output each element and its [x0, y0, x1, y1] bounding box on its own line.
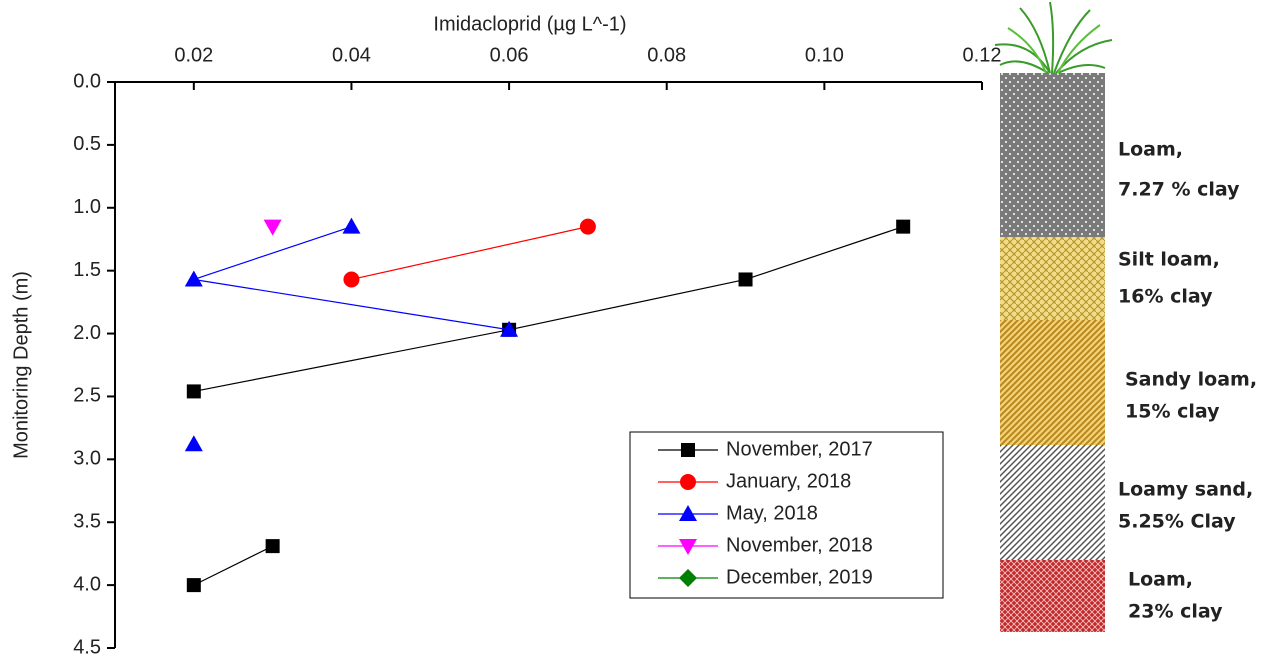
y-tick-label: 0.5 [73, 133, 101, 155]
marker [679, 539, 697, 555]
legend-box [629, 431, 944, 599]
soil-label: Loam, [1128, 569, 1193, 591]
soil-layer [1000, 320, 1105, 445]
x-tick-label: 0.02 [174, 44, 213, 66]
marker [263, 219, 282, 236]
y-tick-label: 3.5 [73, 511, 101, 533]
marker [579, 218, 596, 235]
soil-label: Sandy loam, [1125, 369, 1257, 391]
soil-label: 16% clay [1118, 286, 1213, 308]
y-tick-label: 4.0 [73, 573, 101, 595]
soil-layer [1000, 237, 1105, 320]
y-tick-label: 2.0 [73, 322, 101, 344]
y-axis-title: Monitoring Depth (m) [10, 271, 32, 459]
marker [184, 270, 203, 287]
soil-label: Loam, [1118, 139, 1183, 161]
marker [679, 569, 697, 587]
marker [265, 539, 280, 554]
x-tick-label: 0.04 [332, 44, 371, 66]
marker [186, 384, 201, 399]
x-tick-label: 0.06 [490, 44, 529, 66]
soil-label: Loamy sand, [1118, 479, 1253, 501]
y-tick-label: 1.0 [73, 196, 101, 218]
soil-column [1000, 73, 1105, 632]
legend-label: November, 2018 [726, 534, 873, 556]
x-tick-label: 0.08 [647, 44, 686, 66]
y-tick-label: 0.0 [73, 70, 101, 92]
marker [342, 217, 361, 234]
soil-label: 15% clay [1125, 401, 1220, 423]
y-tick-label: 1.5 [73, 259, 101, 281]
soil-layer [1000, 445, 1105, 560]
marker [896, 219, 911, 234]
y-tick-label: 4.5 [73, 636, 101, 658]
marker [681, 443, 695, 457]
soil-label: 7.27 % clay [1118, 179, 1240, 201]
series-line [193, 226, 904, 586]
x-axis-title: Imidacloprid (µg L^-1) [433, 13, 626, 35]
series-line [194, 227, 509, 445]
grass-icon [994, 1, 1113, 74]
series-line [351, 226, 589, 281]
x-tick-label: 0.10 [805, 44, 844, 66]
y-tick-label: 2.5 [73, 385, 101, 407]
marker [680, 474, 696, 490]
legend-label: January, 2018 [726, 470, 851, 492]
marker [679, 505, 697, 521]
marker [184, 435, 203, 452]
marker [186, 578, 201, 593]
soil-label: Silt loam, [1118, 249, 1220, 271]
marker [343, 271, 360, 288]
soil-layer [1000, 73, 1105, 237]
soil-label: 23% clay [1128, 601, 1223, 623]
marker [500, 320, 519, 337]
legend-label: November, 2017 [726, 438, 873, 460]
soil-label: 5.25% Clay [1118, 511, 1236, 533]
legend-label: December, 2019 [726, 566, 873, 588]
x-tick-label: 0.12 [963, 44, 1002, 66]
soil-layer [1000, 560, 1105, 632]
y-tick-label: 3.0 [73, 448, 101, 470]
legend-label: May, 2018 [726, 502, 818, 524]
marker [738, 272, 753, 287]
